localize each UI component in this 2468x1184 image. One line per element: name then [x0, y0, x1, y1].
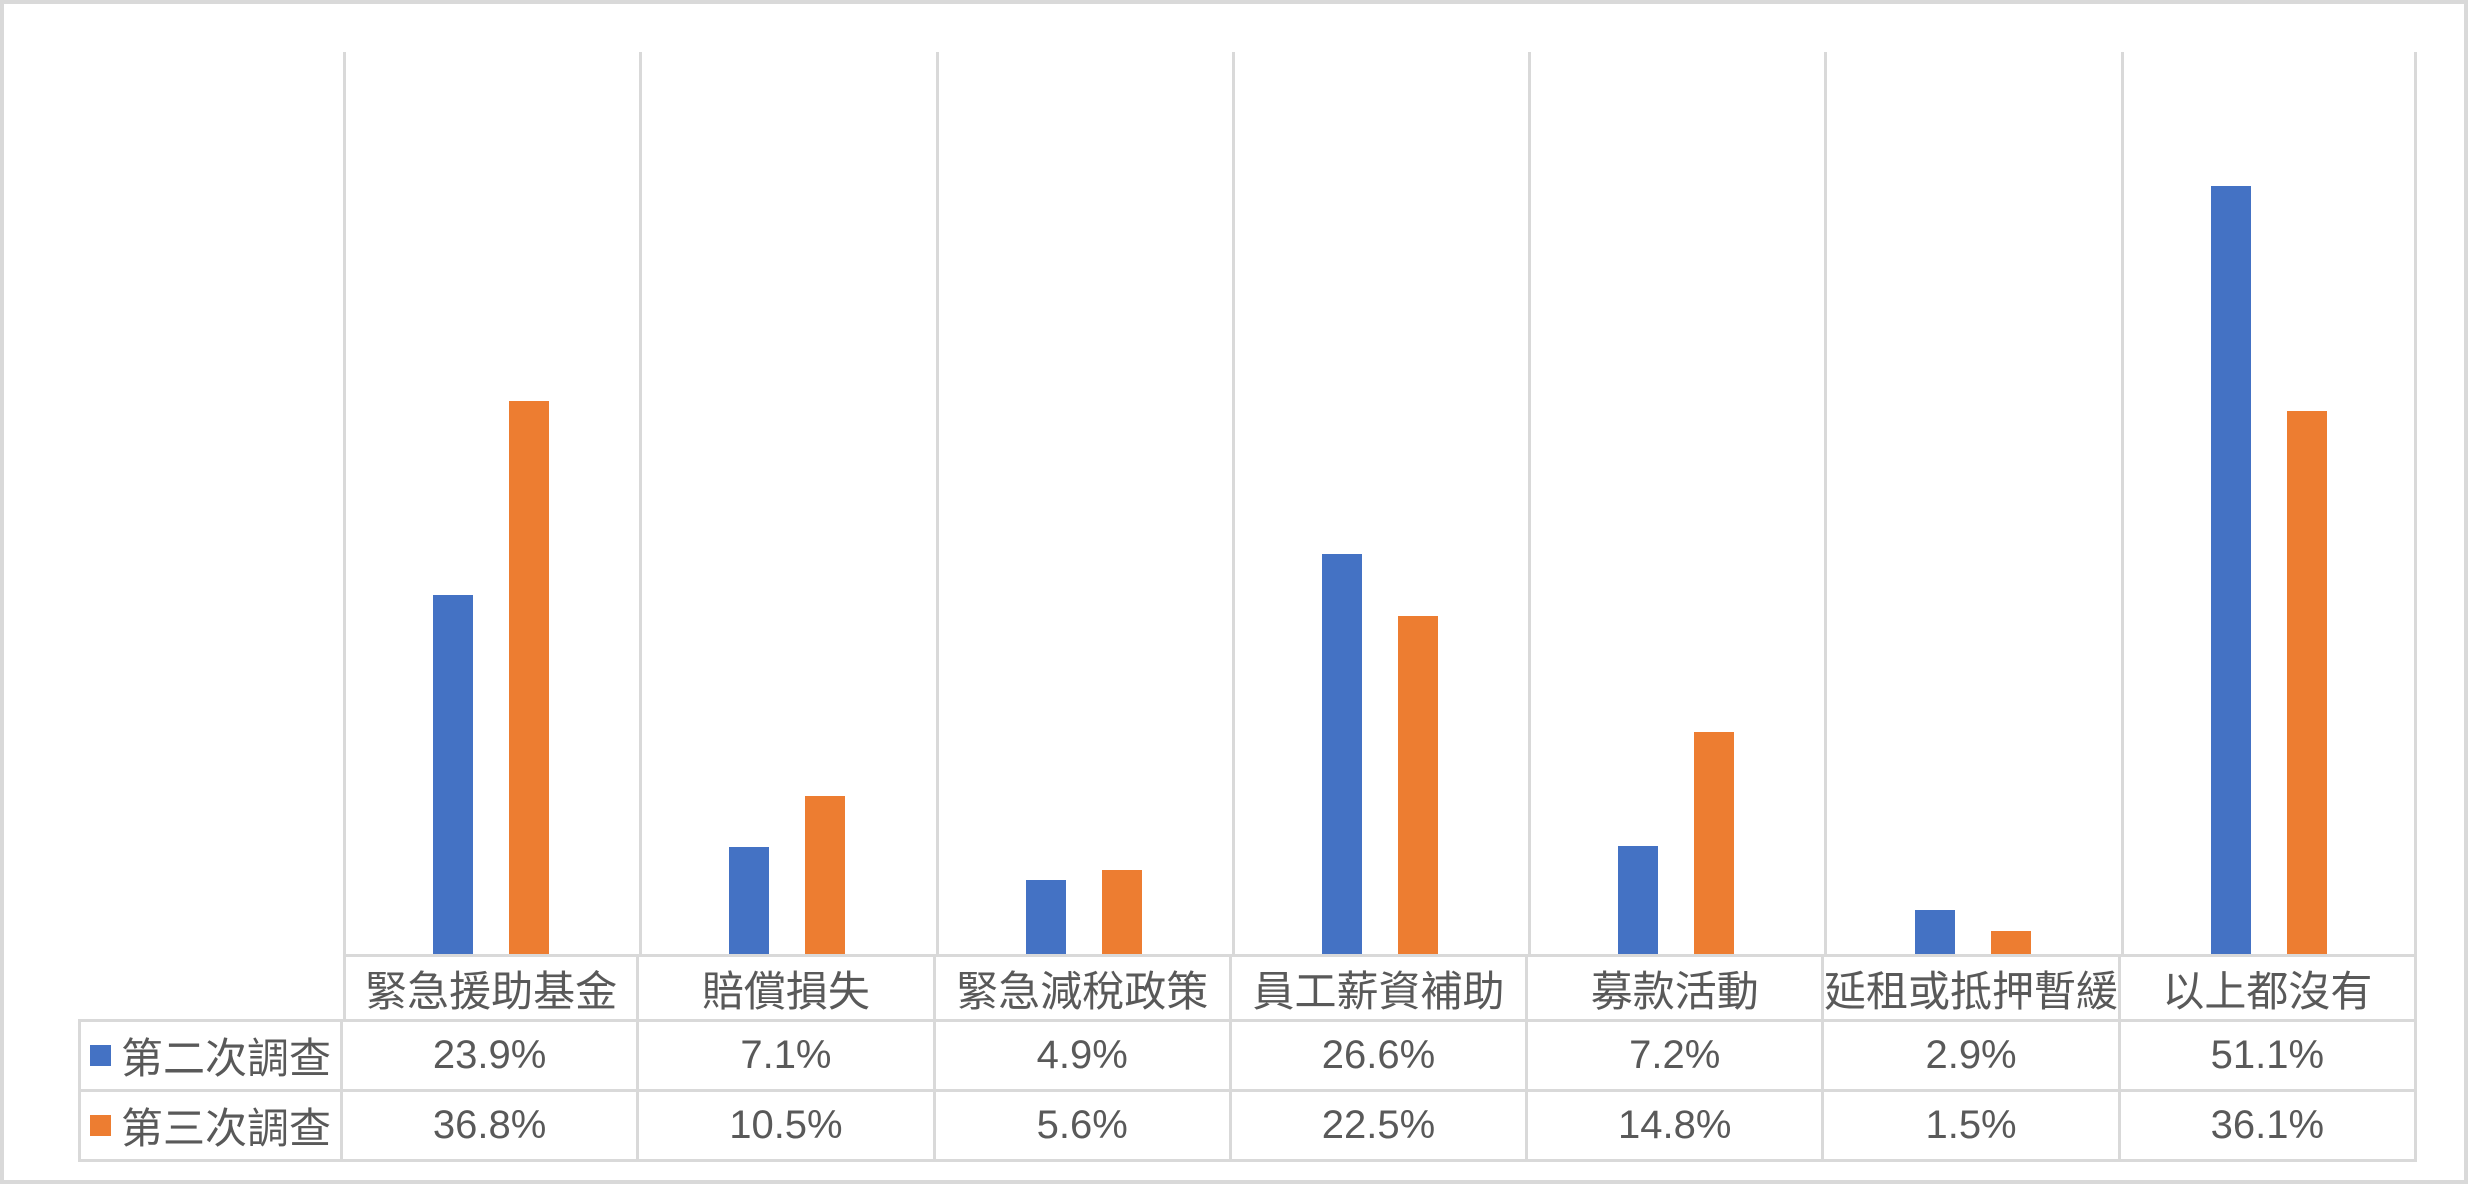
- gridline-vertical: [1232, 52, 1235, 954]
- bar-s2-c1: [509, 401, 549, 954]
- category-label: 緊急減稅政策: [935, 954, 1232, 1019]
- value-cell: 51.1%: [2120, 1019, 2417, 1089]
- bar-s1-c5: [1618, 846, 1658, 954]
- value-cell: 36.1%: [2120, 1089, 2417, 1162]
- value-cell: 26.6%: [1231, 1019, 1529, 1089]
- data-table: 緊急援助基金 賠償損失 緊急減稅政策 員工薪資補助 募款活動 延租或抵押暫緩 以上都沒有 第二…: [78, 954, 2417, 1162]
- value-cell: 7.1%: [639, 1019, 936, 1089]
- category-header-row: 緊急援助基金 賠償損失 緊急減稅政策 員工薪資補助 募款活動 延租或抵押暫緩 以上都沒有: [78, 954, 2417, 1019]
- gridline-vertical: [2121, 52, 2124, 954]
- legend-swatch-icon: [89, 1115, 111, 1136]
- value-cell: 7.2%: [1528, 1019, 1825, 1089]
- bar-s2-c5: [1694, 732, 1734, 954]
- bar-s1-c6: [1915, 910, 1955, 954]
- legend-swatch-icon: [89, 1045, 111, 1066]
- category-label: 賠償損失: [639, 954, 936, 1019]
- value-cell: 36.8%: [343, 1089, 640, 1162]
- gridline-vertical: [936, 52, 939, 954]
- bar-s2-c7: [2287, 411, 2327, 954]
- category-label: 募款活動: [1528, 954, 1825, 1019]
- bar-s1-c7: [2211, 186, 2251, 954]
- gridline-vertical: [639, 52, 642, 954]
- category-label: 緊急援助基金: [343, 954, 640, 1019]
- category-label: 以上都沒有: [2120, 954, 2417, 1019]
- category-label: 延租或抵押暫緩: [1824, 954, 2121, 1019]
- bar-s2-c3: [1102, 870, 1142, 954]
- gridline-vertical: [343, 52, 346, 954]
- gridline-vertical: [1824, 52, 1827, 954]
- plot-area: [343, 52, 2417, 954]
- bar-s1-c4: [1322, 554, 1362, 954]
- bar-s1-c1: [433, 595, 473, 954]
- bar-s1-c3: [1026, 880, 1066, 954]
- bar-s1-c2: [729, 847, 769, 954]
- value-cell: 4.9%: [935, 1019, 1232, 1089]
- gridline-vertical: [2414, 52, 2417, 954]
- series-row: 第三次調查 36.8% 10.5% 5.6% 22.5% 14.8% 1.5% 36.1%: [78, 1089, 2417, 1162]
- bar-s2-c2: [805, 796, 845, 954]
- value-cell: 10.5%: [639, 1089, 936, 1162]
- bar-s2-c6: [1991, 931, 2031, 954]
- value-cell: 23.9%: [343, 1019, 640, 1089]
- series-name: 第三次調查: [120, 1105, 331, 1152]
- gridline-vertical: [1528, 52, 1531, 954]
- value-cell: 5.6%: [935, 1089, 1232, 1162]
- table-corner-spacer: [78, 954, 343, 1019]
- bar-s2-c4: [1398, 616, 1438, 954]
- series-row-header: 第二次調查: [78, 1019, 343, 1089]
- series-name: 第二次調查: [120, 1035, 331, 1082]
- value-cell: 2.9%: [1824, 1019, 2121, 1089]
- value-cell: 14.8%: [1528, 1089, 1825, 1162]
- series-row-header: 第三次調查: [78, 1089, 343, 1162]
- category-label: 員工薪資補助: [1231, 954, 1529, 1019]
- value-cell: 1.5%: [1824, 1089, 2121, 1162]
- series-row: 第二次調查 23.9% 7.1% 4.9% 26.6% 7.2% 2.9% 51.1%: [78, 1019, 2417, 1089]
- value-cell: 22.5%: [1231, 1089, 1529, 1162]
